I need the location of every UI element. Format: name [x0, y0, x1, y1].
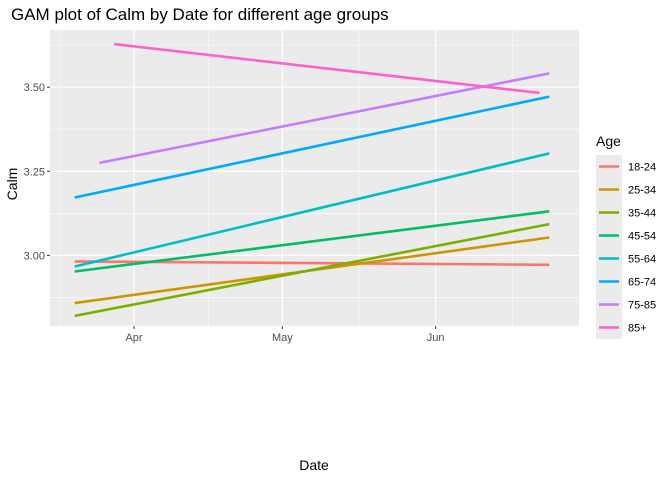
- legend-item: 55-64: [596, 247, 656, 270]
- minor-gridlines: [50, 30, 579, 326]
- legend-item: 65-74: [596, 270, 656, 293]
- legend-item: 85+: [596, 316, 647, 339]
- legend: Age 18-24 25-34 35-44 45-54 55-64 65-74 75-85 8…: [596, 133, 656, 339]
- legend-label: 65-74: [628, 277, 656, 289]
- legend-item: 35-44: [596, 201, 656, 224]
- y-tick-label: 3.50: [24, 82, 45, 94]
- legend-item: 25-34: [596, 178, 656, 201]
- x-tick-label: May: [272, 332, 293, 344]
- legend-label: 35-44: [628, 208, 656, 220]
- y-axis-ticks: 3.00 3.25 3.50: [24, 82, 50, 262]
- legend-label: 85+: [628, 323, 647, 335]
- legend-label: 55-64: [628, 254, 656, 266]
- y-tick-label: 3.00: [24, 250, 45, 262]
- x-tick-label: Jun: [427, 332, 445, 344]
- legend-label: 18-24: [628, 162, 656, 174]
- legend-item: 18-24: [596, 155, 656, 178]
- series-line-75-85: [99, 72, 550, 165]
- series-line-85+: [114, 42, 540, 95]
- chart-title: GAM plot of Calm by Date for different a…: [11, 5, 389, 24]
- legend-title: Age: [596, 133, 621, 149]
- series-line-35-44: [74, 222, 550, 318]
- plot-panel: [50, 30, 579, 326]
- y-axis-title: Calm: [4, 168, 20, 201]
- x-axis-title: Date: [299, 457, 329, 473]
- legend-label: 45-54: [628, 231, 656, 243]
- series-lines: [74, 42, 550, 318]
- legend-item: 45-54: [596, 224, 656, 247]
- y-tick-label: 3.25: [24, 166, 45, 178]
- series-line-55-64: [74, 152, 550, 268]
- series-line-65-74: [74, 95, 550, 199]
- series-line-45-54: [74, 210, 550, 273]
- x-tick-label: Apr: [125, 332, 142, 344]
- legend-label: 75-85: [628, 300, 656, 312]
- legend-label: 25-34: [628, 185, 656, 197]
- legend-item: 75-85: [596, 293, 656, 316]
- x-axis-ticks: Apr May Jun: [125, 326, 445, 344]
